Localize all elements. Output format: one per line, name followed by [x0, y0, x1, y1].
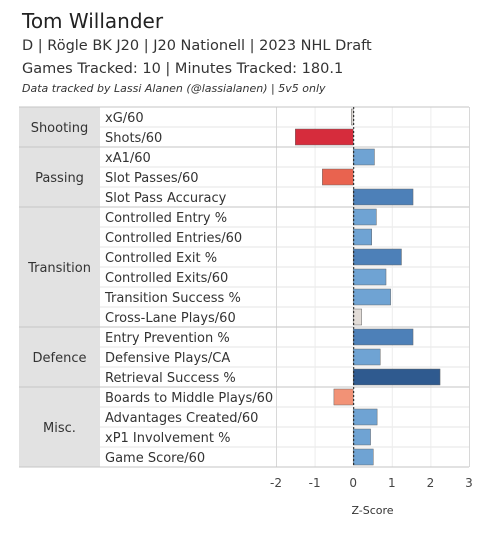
- metric-label: Controlled Entries/60: [105, 231, 242, 246]
- x-tick-label: 1: [388, 476, 396, 490]
- group-panel-background: [19, 107, 100, 467]
- metric-label: Cross-Lane Plays/60: [105, 311, 236, 326]
- bar: [352, 408, 378, 426]
- group-label: Transition: [27, 261, 91, 276]
- metric-label: Controlled Exits/60: [105, 271, 228, 286]
- metric-label: Defensive Plays/CA: [105, 351, 230, 366]
- bar: [352, 268, 387, 286]
- metric-label: Game Score/60: [105, 451, 205, 466]
- metric-label: Advantages Created/60: [105, 411, 258, 426]
- metric-label: xG/60: [105, 111, 144, 126]
- bar: [351, 108, 354, 126]
- bar: [352, 308, 362, 326]
- bar: [352, 148, 375, 166]
- x-tick-label: 0: [349, 476, 357, 490]
- bar: [352, 228, 372, 246]
- metric-label: Retrieval Success %: [105, 371, 236, 386]
- bar: [352, 288, 391, 306]
- bar: [352, 428, 371, 446]
- bar: [295, 128, 354, 146]
- bar: [352, 448, 374, 466]
- metric-label: Slot Pass Accuracy: [105, 191, 227, 206]
- bar: [352, 328, 414, 346]
- metric-label: Boards to Middle Plays/60: [105, 391, 273, 406]
- metric-label: Transition Success %: [104, 291, 241, 306]
- bar: [322, 168, 354, 186]
- bar: [333, 388, 354, 406]
- x-tick-label: -1: [309, 476, 321, 490]
- group-label: Shooting: [31, 121, 89, 136]
- metric-label: Controlled Exit %: [105, 251, 217, 266]
- group-label: Defence: [33, 351, 87, 366]
- bar: [352, 248, 402, 266]
- player-info-subtitle: D | Rögle BK J20 | J20 Nationell | 2023 …: [22, 38, 372, 54]
- chart-title: Tom Willander: [22, 9, 164, 33]
- x-axis-title: Z-Score: [351, 504, 393, 517]
- data-source-note: Data tracked by Lassi Alanen (@lassialan…: [22, 82, 326, 95]
- x-tick-label: 2: [427, 476, 435, 490]
- group-label: Misc.: [43, 421, 76, 436]
- group-label: Passing: [35, 171, 84, 186]
- metric-label: Shots/60: [105, 131, 162, 146]
- metric-label: Controlled Entry %: [105, 211, 227, 226]
- bar: [352, 188, 414, 206]
- bar: [352, 368, 441, 386]
- metric-label: xP1 Involvement %: [105, 431, 230, 446]
- bar: [352, 208, 377, 226]
- tracked-summary: Games Tracked: 10 | Minutes Tracked: 180…: [22, 61, 344, 77]
- metric-label: Entry Prevention %: [105, 331, 230, 346]
- bar: [352, 348, 381, 366]
- metric-label: xA1/60: [105, 151, 151, 166]
- metric-label: Slot Passes/60: [105, 171, 199, 186]
- x-tick-label: 3: [465, 476, 473, 490]
- x-tick-label: -2: [270, 476, 282, 490]
